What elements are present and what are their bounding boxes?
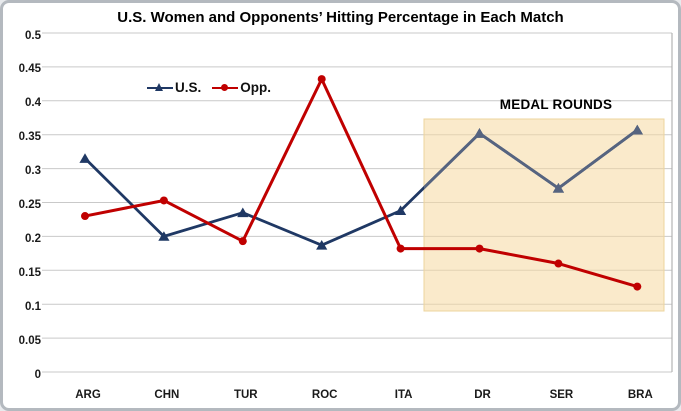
- chart-legend: U.S. Opp.: [147, 80, 271, 95]
- opp-line: [84, 77, 638, 289]
- us-series-medal-overlay: [424, 124, 643, 193]
- chart-title: U.S. Women and Opponents’ Hitting Percen…: [117, 9, 564, 26]
- opp-marker-icon: [238, 237, 247, 246]
- us-marker-icon: [158, 231, 170, 241]
- y-tick-label: 0.4: [25, 97, 41, 110]
- chart-canvas: [42, 32, 673, 373]
- opp-marker-icon: [317, 75, 326, 84]
- y-tick-label: 0.05: [18, 334, 41, 347]
- x-axis-label: DR: [474, 389, 491, 401]
- y-tick-label: 0.15: [18, 266, 41, 279]
- x-axis-label: ROC: [311, 389, 338, 401]
- opp-marker-icon: [554, 259, 563, 268]
- y-tick-label: 0.1: [25, 300, 41, 313]
- us-marker-icon: [395, 205, 407, 216]
- us-marker-icon: [631, 124, 643, 135]
- x-axis-label: CHN: [154, 389, 180, 401]
- opp-line-sample: [212, 82, 239, 94]
- opp-marker-icon: [475, 244, 484, 253]
- y-tick-label: 0.2: [25, 232, 41, 245]
- legend-label-opp: Opp.: [240, 80, 272, 95]
- x-axis-label: ITA: [394, 389, 413, 401]
- us-marker-icon: [552, 183, 564, 193]
- us-line: [424, 128, 639, 190]
- medal-rounds-region: [423, 118, 665, 312]
- us-marker-icon: [316, 240, 328, 250]
- opp-marker-icon: [81, 212, 89, 221]
- y-tick-label: 0.5: [25, 29, 41, 42]
- y-tick-label: 0: [34, 368, 41, 381]
- x-axis-label: SER: [549, 389, 574, 401]
- legend-label-us: U.S.: [175, 80, 202, 95]
- opp-circle-marker-icon: [221, 84, 229, 91]
- legend-item-us: U.S.: [147, 80, 201, 95]
- legend-item-opp: Opp.: [212, 80, 271, 95]
- opp-marker-icon: [396, 244, 405, 253]
- y-tick-label: 0.3: [25, 165, 41, 178]
- us-triangle-marker-icon: [155, 83, 163, 91]
- us-marker-icon: [473, 128, 486, 138]
- opp-marker-icon: [633, 282, 642, 291]
- us-marker-icon: [237, 207, 249, 218]
- us-line-sample: [147, 82, 173, 94]
- y-tick-label: 0.45: [18, 63, 41, 76]
- y-tick-label: 0.35: [18, 131, 41, 144]
- x-axis-label: TUR: [233, 389, 258, 401]
- y-tick-label: 0.25: [18, 199, 41, 211]
- medal-rounds-annotation: MEDAL ROUNDS: [499, 97, 613, 112]
- x-axis-label: ARG: [75, 389, 101, 401]
- x-axis-label: BRA: [627, 389, 653, 401]
- opp-marker-icon: [159, 196, 168, 205]
- us-marker-icon: [79, 153, 91, 163]
